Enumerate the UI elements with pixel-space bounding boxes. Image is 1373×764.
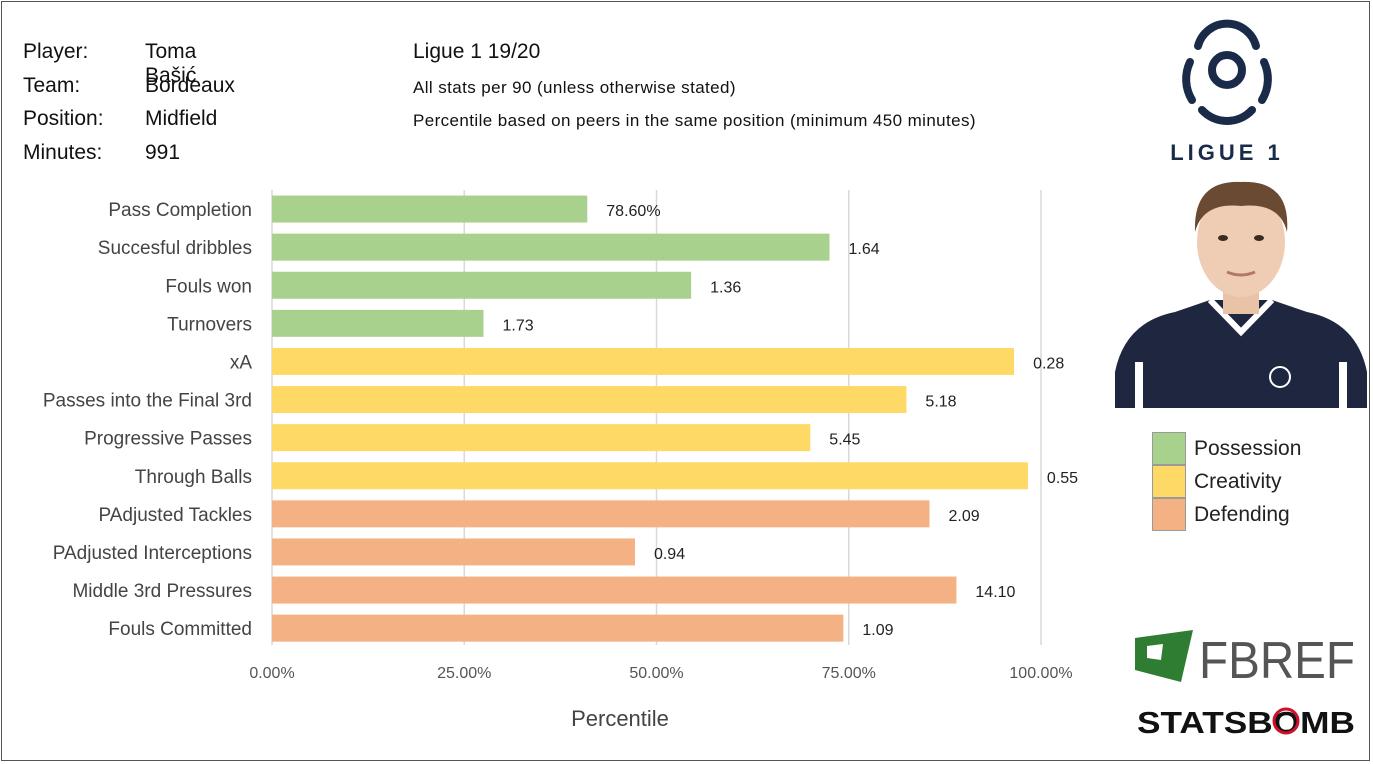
jersey <box>1115 300 1367 408</box>
note-per90: All stats per 90 (unless otherwise state… <box>413 78 736 97</box>
data-label: 1.73 <box>502 317 533 334</box>
ligue1-logo: LIGUE 1 <box>1170 19 1284 165</box>
category-label: Through Balls <box>135 467 252 488</box>
category-label: Fouls won <box>165 276 252 297</box>
category-label: Progressive Passes <box>84 429 252 450</box>
data-label: 0.94 <box>654 546 685 563</box>
league-title: Ligue 1 19/20 <box>413 40 541 63</box>
x-tick-labels: 0.00% 25.00% 50.00% 75.00% 100.00% <box>249 665 1072 682</box>
bar <box>272 576 957 604</box>
legend-swatch-defending <box>1152 498 1186 531</box>
category-label: Passes into the Final 3rd <box>43 391 252 412</box>
fbref-wordmark: FBREF <box>1199 632 1355 684</box>
minutes-value: 991 <box>145 141 181 164</box>
statsbomb-target-icon <box>1272 707 1300 735</box>
x-tick-label: 50.00% <box>629 665 683 682</box>
hair <box>1194 181 1288 232</box>
bar <box>272 462 1028 490</box>
eye-left <box>1218 235 1228 241</box>
category-label: Pass Completion <box>108 200 252 221</box>
ligue1-arc-left <box>1182 58 1196 104</box>
legend-label-possession: Possession <box>1194 436 1302 460</box>
player-value: Toma Bašić <box>145 40 197 87</box>
legend-label-creativity: Creativity <box>1194 469 1282 493</box>
bar <box>272 424 811 452</box>
data-label: 2.09 <box>948 508 979 525</box>
fbref-logo: FBREF <box>1135 630 1355 684</box>
bar <box>272 538 635 566</box>
legend-label-defending: Defending <box>1194 502 1290 526</box>
bar <box>272 614 844 642</box>
data-label: 1.64 <box>849 241 880 258</box>
eye-right <box>1254 235 1264 241</box>
position-value: Midfield <box>145 107 218 130</box>
player-photo <box>1115 181 1367 408</box>
category-label: Middle 3rd Pressures <box>72 581 252 602</box>
legend-swatch-creativity <box>1152 465 1186 498</box>
grid-lines <box>271 190 1042 645</box>
category-labels: Pass Completion Succesful dribbles Fouls w… <box>43 200 252 640</box>
value-labels: 78.60% 1.64 1.36 1.73 0.28 5.18 5.45 0.55 2.09 0.… <box>502 203 1078 639</box>
bar <box>272 233 830 261</box>
ligue1-arc-right <box>1258 58 1272 104</box>
bar <box>272 271 692 299</box>
bar <box>272 347 1015 375</box>
team-label: Team: <box>23 74 81 97</box>
jersey-stripe-right <box>1339 362 1347 408</box>
bar <box>272 309 484 337</box>
bars <box>272 195 1028 642</box>
data-label: 0.28 <box>1033 355 1064 372</box>
bar <box>272 195 588 223</box>
x-tick-label: 0.00% <box>249 665 294 682</box>
data-label: 1.09 <box>862 622 893 639</box>
legend-swatch-possession <box>1152 432 1186 465</box>
data-label: 14.10 <box>975 584 1015 601</box>
category-label: PAdjusted Interceptions <box>53 543 252 564</box>
category-label: Turnovers <box>167 314 252 335</box>
position-label: Position: <box>23 107 104 130</box>
data-label: 5.18 <box>925 394 956 411</box>
statsbomb-wordmark: STATSBOMB <box>1137 705 1355 740</box>
bar <box>272 500 930 528</box>
bar <box>272 386 907 414</box>
x-tick-label: 25.00% <box>437 665 491 682</box>
data-label: 1.36 <box>710 279 741 296</box>
legend-item-possession: Possession <box>1152 432 1301 465</box>
category-label: PAdjusted Tackles <box>99 505 253 526</box>
face <box>1197 187 1285 297</box>
team-value: Bordeaux <box>145 74 235 97</box>
ligue1-arc-bottom <box>1198 106 1256 125</box>
ligue1-wordmark: LIGUE 1 <box>1170 140 1284 165</box>
percentile-bar-chart: Pass Completion Succesful dribbles Fouls w… <box>43 190 1078 731</box>
fbref-ball-icon <box>1135 630 1193 682</box>
minutes-label: Minutes: <box>23 141 103 164</box>
legend-item-defending: Defending <box>1152 498 1301 531</box>
data-label: 0.55 <box>1047 470 1078 487</box>
data-label: 5.45 <box>829 432 860 449</box>
statsbomb-logo: STATSBOMB <box>1137 705 1355 740</box>
mouth <box>1226 270 1256 277</box>
category-label: Fouls Committed <box>108 619 252 640</box>
x-axis-title: Percentile <box>571 706 669 731</box>
note-percentile: Percentile based on peers in the same po… <box>413 111 976 130</box>
fbref-ball-patch <box>1147 644 1163 660</box>
x-tick-label: 100.00% <box>1009 665 1072 682</box>
club-crest <box>1269 366 1291 388</box>
player-label: Player: <box>23 40 89 63</box>
ligue1-ball <box>1208 51 1246 89</box>
ligue1-arc-top <box>1194 19 1260 50</box>
category-label: xA <box>230 352 253 373</box>
data-label: 78.60% <box>606 203 660 220</box>
x-tick-label: 75.00% <box>822 665 876 682</box>
jersey-stripe-left <box>1135 362 1143 408</box>
category-label: Succesful dribbles <box>98 238 252 259</box>
jersey-collar <box>1207 297 1275 337</box>
legend-item-creativity: Creativity <box>1152 465 1301 498</box>
legend: Possession Creativity Defending <box>1152 432 1301 531</box>
